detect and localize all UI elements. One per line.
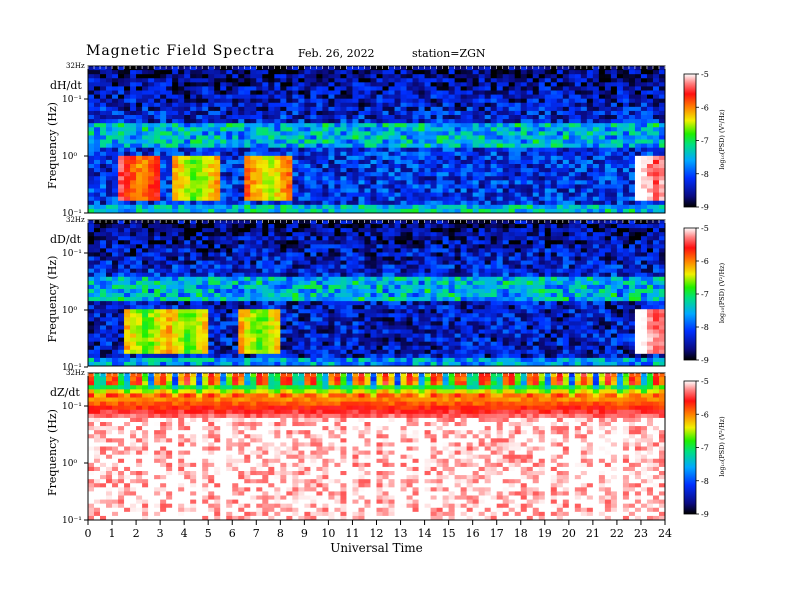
colorbar: -5 -6 -7 -8 -9 log₁₀(PSD) (V²/Hz) [683, 224, 726, 365]
component-label: dD/dt [50, 233, 82, 246]
xtick-label: 1 [109, 527, 116, 540]
ytick-top-label: 32Hz [66, 62, 85, 70]
xtick-label: 6 [229, 527, 236, 540]
x-axis: 0 1 2 3 4 5 6 7 8 9 10 11 12 13 14 15 16 17 18 19 20 21 22 23 24… [85, 520, 672, 555]
xtick-label: 19 [538, 527, 552, 540]
ytick-top-label: 32Hz [66, 216, 85, 224]
xtick-label: 22 [610, 527, 624, 540]
xtick-label: 7 [253, 527, 260, 540]
xtick-label: 15 [442, 527, 456, 540]
xtick-label: 3 [157, 527, 164, 540]
ytick-label: 10⁰ [62, 459, 77, 469]
component-label: dZ/dt [50, 386, 80, 399]
xtick-label: 17 [490, 527, 504, 540]
x-axis-label: Universal Time [330, 541, 423, 555]
xtick-label: 20 [562, 527, 576, 540]
colorbar-tick: -7 [701, 137, 709, 146]
xtick-label: 13 [394, 527, 408, 540]
colorbar-tick: -8 [701, 170, 709, 179]
colorbar-label: log₁₀(PSD) (V²/Hz) [718, 109, 726, 170]
xtick-label: 18 [514, 527, 528, 540]
figure-date: Feb. 26, 2022 [298, 47, 375, 60]
colorbar-tick: -5 [701, 377, 709, 386]
xtick-label: 14 [418, 527, 432, 540]
figure-title: Magnetic Field Spectra [86, 43, 276, 59]
ytick-label: 10⁰ [62, 152, 77, 162]
xtick-label: 21 [586, 527, 600, 540]
xtick-label: 12 [370, 527, 384, 540]
xtick-label: 2 [133, 527, 140, 540]
colorbar-scale [683, 380, 697, 515]
y-axis-label: Frequency (Hz) [46, 102, 59, 189]
spectrogram-cells [88, 66, 666, 214]
xtick-label: 0 [85, 527, 92, 540]
xtick-label: 9 [301, 527, 308, 540]
xtick-label: 24 [658, 527, 672, 540]
colorbar-label: log₁₀(PSD) (V²/Hz) [718, 262, 726, 323]
ytick-top-label: 32Hz [66, 369, 85, 377]
y-axis-label: Frequency (Hz) [46, 256, 59, 343]
component-label: dH/dt [50, 79, 82, 92]
xtick-label: 4 [181, 527, 188, 540]
ytick-label: 10⁻¹ [62, 516, 82, 526]
xtick-label: 23 [634, 527, 648, 540]
colorbar-tick: -6 [701, 410, 709, 419]
xtick-label: 8 [277, 527, 284, 540]
colorbar-scale [683, 73, 697, 208]
xtick-label: 10 [321, 527, 335, 540]
ytick-label: 10⁰ [62, 306, 77, 316]
colorbar-tick: -6 [701, 257, 709, 266]
colorbar-tick: -7 [701, 444, 709, 453]
spectrogram-cells [88, 373, 666, 521]
colorbar: -5 -6 -7 -8 -9 log₁₀(PSD) (V²/Hz) [683, 377, 726, 519]
station-label: station=ZGN [412, 47, 486, 60]
colorbar-tick: -5 [701, 70, 709, 79]
colorbar-tick: -7 [701, 290, 709, 299]
y-axis-label: Frequency (Hz) [46, 409, 59, 496]
ytick-label: 10⁻¹ [62, 363, 82, 373]
xtick-label: 5 [205, 527, 212, 540]
ytick-label: 10⁻¹ [62, 95, 82, 105]
colorbar-tick: -8 [701, 323, 709, 332]
colorbar-tick: -9 [701, 356, 709, 365]
colorbar-scale [683, 227, 697, 361]
ytick-label: 10⁻¹ [62, 209, 82, 219]
colorbar: -5 -6 -7 -8 -9 log₁₀(PSD) (V²/Hz) [683, 70, 726, 212]
colorbar-tick: -5 [701, 224, 709, 233]
colorbar-tick: -9 [701, 510, 709, 519]
colorbar-label: log₁₀(PSD) (V²/Hz) [718, 416, 726, 477]
colorbar-tick: -6 [701, 103, 709, 112]
ytick-label: 10⁻¹ [62, 249, 82, 259]
colorbar-tick: -9 [701, 203, 709, 212]
colorbar-tick: -8 [701, 477, 709, 486]
ytick-label: 10⁻¹ [62, 402, 82, 412]
xtick-label: 16 [466, 527, 480, 540]
spectrogram-cells [88, 220, 666, 367]
xtick-label: 11 [345, 527, 359, 540]
